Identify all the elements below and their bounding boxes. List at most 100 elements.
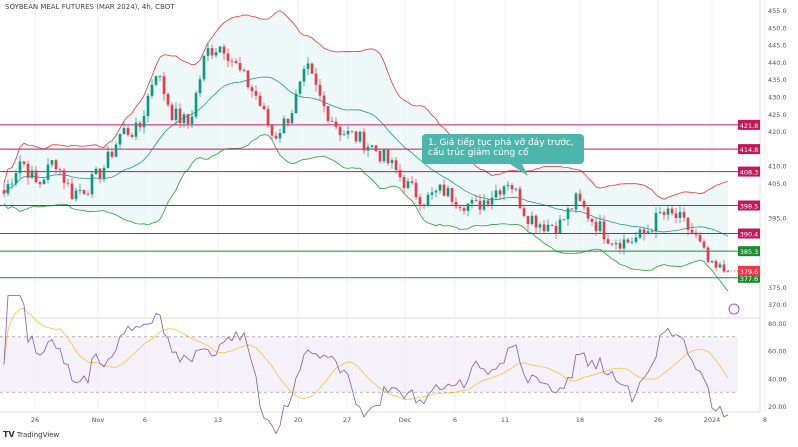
level-label-bg — [738, 246, 760, 257]
lightning-icon — [728, 303, 740, 315]
candle — [678, 212, 682, 219]
candle — [674, 213, 678, 219]
price-tick: 395.0 — [768, 215, 787, 223]
candle — [134, 122, 138, 137]
price-tick: 425.0 — [768, 111, 787, 119]
candle — [94, 168, 98, 175]
candle — [450, 188, 454, 202]
candle — [98, 168, 102, 179]
bollinger-upper — [3, 10, 729, 200]
candle — [78, 190, 82, 191]
level-label: 421.8 — [740, 122, 759, 130]
candle — [6, 184, 10, 194]
candle — [294, 93, 298, 114]
candle — [146, 95, 150, 117]
candle — [314, 73, 318, 85]
candle — [142, 116, 146, 128]
annotation-callout[interactable]: 1. Giá tiếp tục phá vỡ đáy trước, cấu tr… — [422, 134, 584, 164]
candle — [670, 208, 674, 214]
chart-title: SOYBEAN MEAL FUTURES (MAR 2024), 4h, CBO… — [5, 3, 175, 11]
price-tick: 455.0 — [768, 7, 787, 15]
candle — [622, 239, 626, 249]
candle — [690, 229, 694, 233]
candle — [546, 224, 550, 232]
candle — [470, 200, 474, 204]
candle — [666, 208, 670, 215]
candle — [458, 206, 462, 209]
candle — [26, 163, 30, 178]
candle — [506, 185, 510, 187]
candle — [222, 46, 226, 54]
candle — [130, 134, 134, 137]
candle — [554, 225, 558, 234]
level-label-bg — [738, 200, 760, 211]
candle — [286, 118, 290, 124]
candle — [266, 108, 270, 126]
level-label: 390.4 — [740, 231, 759, 239]
candle — [34, 170, 38, 183]
candle — [342, 134, 346, 136]
candle — [326, 106, 330, 122]
candle — [510, 185, 514, 189]
candle — [418, 197, 422, 205]
time-tick: 6 — [143, 416, 147, 424]
candle — [362, 131, 366, 151]
candle — [650, 231, 654, 232]
time-tick: 8 — [763, 416, 767, 424]
candle — [178, 108, 182, 124]
level-label: 398.5 — [740, 202, 759, 210]
candle — [90, 174, 94, 195]
candle — [246, 70, 250, 88]
candle — [406, 181, 410, 188]
candle — [370, 145, 374, 147]
candle — [366, 146, 370, 151]
candle — [298, 81, 302, 94]
tradingview-logo: TV TradingView — [3, 430, 60, 439]
candle — [154, 76, 158, 85]
candle — [578, 193, 582, 201]
candle — [174, 108, 178, 121]
candle — [618, 242, 622, 249]
candle — [198, 79, 202, 94]
candle — [230, 60, 234, 62]
candle — [186, 114, 190, 124]
candle — [54, 160, 58, 170]
candle — [82, 190, 86, 194]
candle — [550, 224, 554, 226]
candle — [390, 160, 394, 164]
candle — [74, 190, 78, 200]
candle — [522, 208, 526, 216]
candle — [706, 247, 710, 263]
price-tick: 370.0 — [768, 301, 787, 309]
candle — [594, 221, 598, 232]
bollinger-middle — [3, 76, 729, 237]
candle — [438, 184, 442, 191]
candle — [426, 194, 430, 206]
candle — [586, 207, 590, 219]
candle — [22, 161, 26, 164]
candle — [498, 190, 502, 195]
time-tick: 11 — [501, 416, 509, 424]
candle — [378, 151, 382, 162]
candle — [602, 221, 606, 240]
time-tick: 13 — [214, 416, 222, 424]
candle — [170, 104, 174, 121]
candle — [482, 200, 486, 210]
bollinger-fill — [4, 10, 728, 292]
candle — [518, 188, 522, 209]
candle — [466, 203, 470, 211]
candle — [662, 212, 666, 215]
candle — [166, 93, 170, 105]
candle — [162, 76, 166, 94]
candle — [430, 192, 434, 195]
annotation-pointer — [510, 164, 528, 176]
rsi-band — [0, 336, 738, 393]
candle — [626, 239, 630, 243]
level-label: 414.8 — [740, 146, 759, 154]
candle — [354, 131, 358, 142]
price-tick: 440.0 — [768, 59, 787, 67]
level-label-bg — [738, 228, 760, 239]
candle — [358, 131, 362, 142]
candle — [310, 63, 314, 74]
